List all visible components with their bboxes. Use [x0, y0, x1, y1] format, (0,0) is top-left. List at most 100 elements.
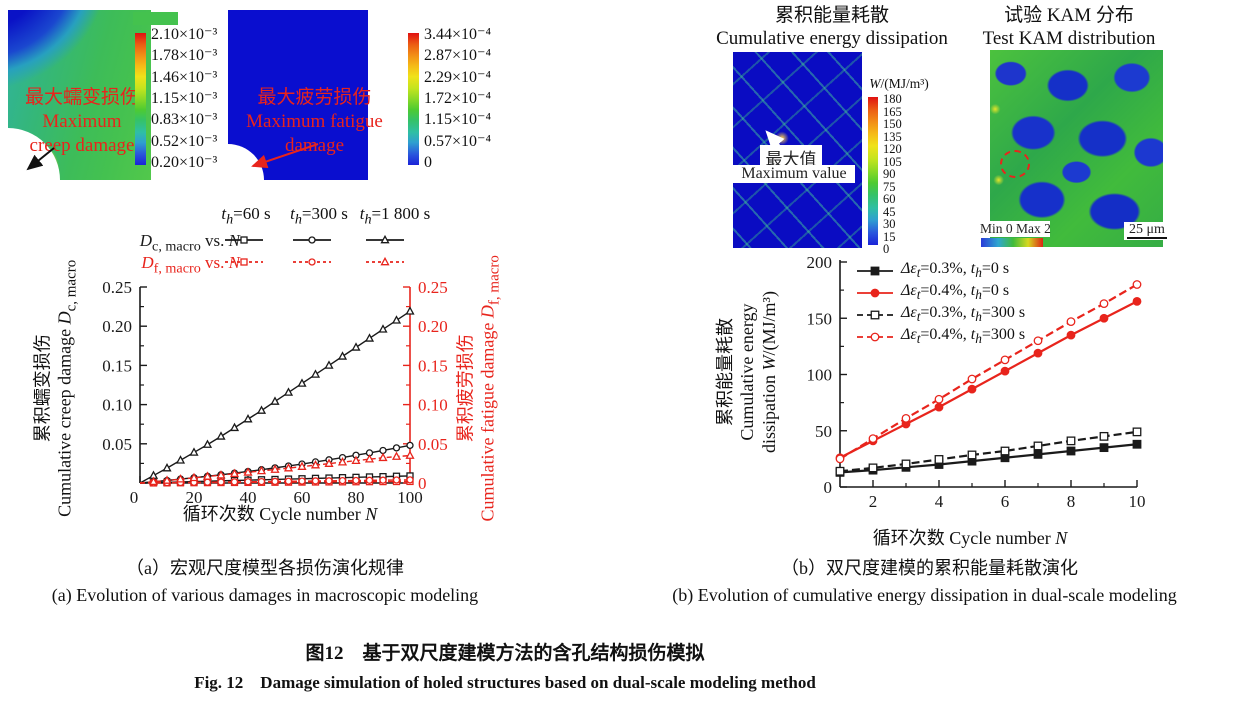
sim-image-title: 累积能量耗散 Cumulative energy dissipation: [690, 4, 974, 50]
fatigue-annotation-en2: damage: [284, 135, 345, 156]
kam-image: [990, 50, 1163, 247]
svg-text:80: 80: [348, 488, 365, 507]
colorbar-tick-label: 0: [883, 242, 890, 256]
svg-text:6: 6: [1001, 492, 1010, 511]
svg-text:0.05: 0.05: [102, 435, 132, 454]
caption-a-en: (a) Evolution of various damages in macr…: [51, 585, 479, 605]
legend-series-label: Dc, macro vs. N: [139, 231, 240, 255]
svg-text:150: 150: [807, 309, 833, 328]
damage-chart-left-axis-label: 累积蠕变损伤 Cumulative creep damage Dc, macro: [32, 238, 83, 538]
creep-annotation-en2: creep damage: [29, 135, 135, 156]
svg-text:2: 2: [869, 492, 878, 511]
energy-y-label-en1: Cumulative energy: [737, 303, 757, 441]
w-colorbar-title: W/(MJ/m³): [869, 76, 929, 91]
svg-text:10: 10: [1129, 492, 1146, 511]
fatigue-annotation-en1: Maximum fatigue: [246, 111, 383, 132]
svg-text:0.25: 0.25: [418, 278, 448, 297]
colorbar-tick-label: 135: [883, 129, 902, 144]
colorbar-tick-label: 3.44×10⁻⁴: [424, 26, 492, 43]
colorbar-tick-label: 2.10×10⁻³: [151, 26, 218, 43]
legend-hold-time-header: th=60 s: [221, 204, 271, 228]
damage-chart-right-axis-label: 累积疲劳损伤 Cumulative fatigue damage Df, mac…: [455, 238, 506, 538]
kam-scale-gradient: [981, 238, 1043, 247]
kam-image-title: 试验 KAM 分布 Test KAM distribution: [978, 4, 1160, 50]
colorbar-tick-label: 75: [883, 179, 896, 194]
colorbar-tick-label: 15: [883, 229, 896, 244]
svg-text:0.20: 0.20: [418, 317, 448, 336]
energy-chart-x-axis-label: 循环次数 Cycle number N: [872, 528, 1068, 548]
svg-text:100: 100: [397, 488, 423, 507]
kam-scalebar-label: 25 μm: [1127, 222, 1167, 239]
colorbar-tick-label: 0.20×10⁻³: [151, 153, 218, 171]
energy-y-label-en2: dissipation W/(MJ/m³): [759, 291, 779, 453]
colorbar-tick-label: 120: [883, 142, 902, 156]
sim-title-en: Cumulative energy dissipation: [716, 28, 948, 49]
legend-item: Δεt=0.4%, th=0 s: [855, 282, 1025, 304]
svg-text:0.10: 0.10: [418, 396, 448, 415]
legend-sample: [364, 233, 406, 252]
fatigue-colorbar-labels: 3.44×10⁻⁴ 2.87×10⁻⁴ 2.29×10⁻⁴ 1.72×10⁻⁴ 1.15…: [424, 27, 491, 171]
legend-item-label: Δεt=0.3%, th=300 s: [901, 304, 1026, 325]
damage-chart-legend: th=60 s th=300 s th=1 800 s Dc, macro vs. N…: [40, 200, 480, 280]
colorbar-tick-label: 0.57×10⁻⁴: [424, 132, 492, 150]
colorbar-tick-label: 0: [424, 153, 432, 171]
colorbar-tick-label: 1.72×10⁻⁴: [424, 89, 492, 107]
svg-text:0: 0: [824, 478, 833, 497]
svg-text:0: 0: [418, 474, 427, 493]
svg-text:0.20: 0.20: [102, 317, 132, 336]
legend-sample: [291, 233, 333, 252]
svg-text:0: 0: [130, 488, 139, 507]
colorbar-tick-label: 90: [883, 167, 896, 181]
colorbar-tick-label: 165: [883, 104, 902, 119]
creep-annotation-en1: Maximum: [42, 111, 122, 132]
caption-a-cn: （a）宏观尺度模型各损伤演化规律: [126, 558, 404, 578]
energy-y-label-cn: 累积能量耗散: [715, 318, 735, 426]
creep-annotation-cn: 最大蠕变损伤: [24, 87, 139, 108]
legend-item-label: Δεt=0.4%, th=300 s: [901, 326, 1026, 347]
energy-chart-legend: Δεt=0.3%, th=0 s Δεt=0.4%, th=0 s Δεt=0.3%…: [855, 260, 1025, 348]
legend-item: Δεt=0.3%, th=300 s: [855, 304, 1025, 326]
contour-top-strip: [133, 12, 178, 25]
creep-colorbar-gradient: [135, 33, 146, 165]
left-axis-label-cn: 累积蠕变损伤: [32, 334, 53, 443]
kam-scalebar: 25 μm: [1124, 222, 1170, 240]
legend-hold-time-header: th=300 s: [290, 204, 348, 228]
legend-sample: [291, 255, 333, 274]
creep-damage-annotation: 最大蠕变损伤 Maximum creep damage: [4, 86, 160, 158]
svg-text:0.15: 0.15: [102, 356, 132, 375]
legend-line-sample: [293, 258, 331, 266]
w-colorbar: W/(MJ/m³) 180 165 150 135 120 105 90 75 60 45 30 15…: [864, 76, 934, 255]
colorbar-tick-label: 45: [883, 204, 896, 219]
colorbar-tick-label: 2.29×10⁻⁴: [424, 68, 492, 86]
colorbar-tick-label: 0.83×10⁻³: [151, 111, 218, 129]
legend-hold-time-header: th=1 800 s: [359, 204, 431, 228]
colorbar-tick-label: 60: [883, 192, 896, 206]
max-value-annotation-en: Maximum value: [733, 165, 855, 183]
kam-field: [990, 50, 1163, 247]
caption-b-cn: （b）双尺度建模的累积能量耗散演化: [781, 558, 1078, 578]
svg-text:0.05: 0.05: [418, 435, 448, 454]
legend-sample: [223, 233, 265, 252]
damage-chart-x-axis-label: 循环次数 Cycle number N: [182, 504, 378, 524]
kam-highlight-circle: [1000, 150, 1030, 178]
svg-text:0.25: 0.25: [102, 278, 132, 297]
max-value-annotation-cn: 最大值: [760, 145, 822, 169]
legend-item: Δεt=0.3%, th=0 s: [855, 260, 1025, 282]
svg-text:40: 40: [240, 488, 257, 507]
colorbar-tick-label: 0.52×10⁻³: [151, 132, 218, 150]
legend-line-sample: [857, 266, 893, 276]
figure-caption-cn: 图12 基于双尺度建模方法的含孔结构损伤模拟: [305, 643, 705, 664]
legend-line-sample: [225, 258, 263, 266]
kam-title-en: Test KAM distribution: [982, 28, 1156, 49]
w-colorbar-labels: 180 165 150 135 120 105 90 75 60 45 30 15 0: [883, 93, 902, 255]
colorbar-tick-label: 1.15×10⁻³: [151, 89, 218, 107]
colorbar-tick-label: 1.15×10⁻⁴: [424, 111, 492, 129]
svg-text:100: 100: [807, 366, 833, 385]
fatigue-colorbar-gradient: [408, 33, 419, 165]
svg-text:0.15: 0.15: [418, 356, 448, 375]
colorbar-tick-label: 1.78×10⁻³: [151, 47, 218, 65]
colorbar-tick-label: 1.46×10⁻³: [151, 68, 218, 86]
colorbar-tick-label: 30: [883, 217, 896, 231]
